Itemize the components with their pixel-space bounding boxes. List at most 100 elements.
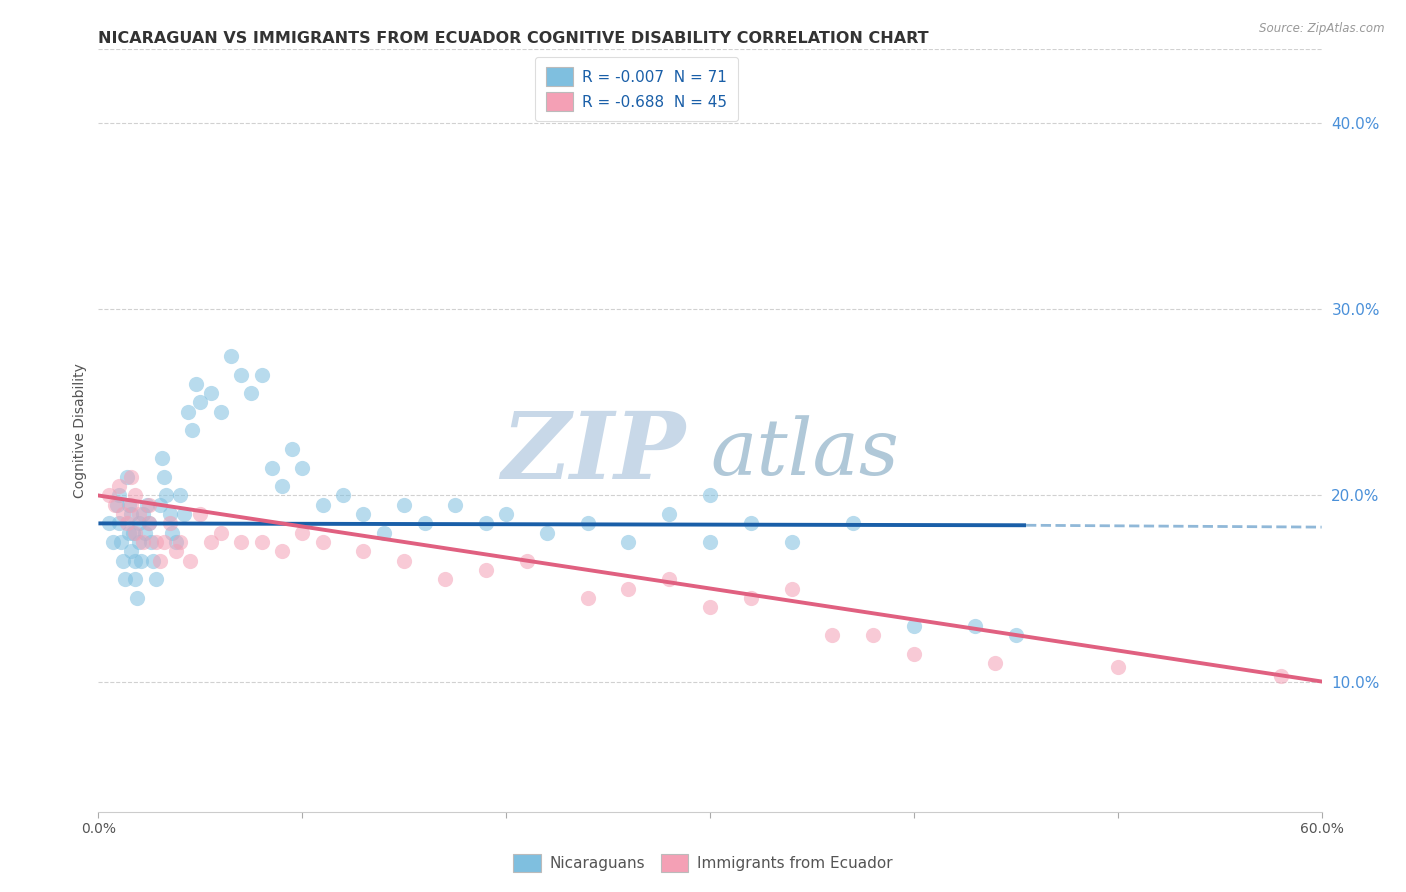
Point bbox=[141, 535, 163, 549]
Point bbox=[149, 553, 172, 567]
Point bbox=[118, 498, 141, 512]
Point bbox=[617, 535, 640, 549]
Point bbox=[291, 460, 314, 475]
Point bbox=[138, 516, 160, 531]
Point bbox=[332, 488, 354, 502]
Point bbox=[111, 507, 134, 521]
Point bbox=[188, 395, 212, 409]
Point bbox=[231, 368, 253, 382]
Text: NICARAGUAN VS IMMIGRANTS FROM ECUADOR COGNITIVE DISABILITY CORRELATION CHART: NICARAGUAN VS IMMIGRANTS FROM ECUADOR CO… bbox=[98, 31, 929, 46]
Point bbox=[120, 498, 142, 512]
Point bbox=[169, 488, 191, 502]
Point bbox=[142, 553, 165, 567]
Text: atlas: atlas bbox=[710, 415, 898, 491]
Point bbox=[352, 544, 374, 558]
Point bbox=[984, 656, 1007, 670]
Point bbox=[169, 535, 191, 549]
Text: Source: ZipAtlas.com: Source: ZipAtlas.com bbox=[1260, 22, 1385, 36]
Point bbox=[145, 572, 167, 586]
Point bbox=[129, 553, 152, 567]
Point bbox=[155, 488, 177, 502]
Point bbox=[250, 535, 273, 549]
Point bbox=[780, 582, 803, 596]
Point bbox=[136, 498, 159, 512]
Point bbox=[97, 488, 120, 502]
Point bbox=[124, 553, 146, 567]
Point bbox=[536, 525, 558, 540]
Point bbox=[281, 442, 304, 456]
Point bbox=[392, 498, 416, 512]
Point bbox=[474, 516, 498, 531]
Point bbox=[179, 553, 201, 567]
Point bbox=[200, 386, 222, 401]
Point bbox=[118, 525, 141, 540]
Point bbox=[104, 498, 127, 512]
Point bbox=[699, 535, 721, 549]
Point bbox=[821, 628, 844, 642]
Point bbox=[240, 386, 263, 401]
Point bbox=[658, 507, 681, 521]
Point bbox=[188, 507, 212, 521]
Point bbox=[124, 488, 146, 502]
Point bbox=[134, 525, 156, 540]
Point bbox=[159, 507, 181, 521]
Point bbox=[862, 628, 884, 642]
Point bbox=[132, 535, 155, 549]
Point bbox=[111, 553, 134, 567]
Point bbox=[270, 479, 294, 493]
Point bbox=[127, 591, 149, 605]
Point bbox=[145, 535, 167, 549]
Point bbox=[108, 488, 131, 502]
Point bbox=[138, 516, 160, 531]
Y-axis label: Cognitive Disability: Cognitive Disability bbox=[73, 363, 87, 498]
Point bbox=[444, 498, 467, 512]
Point bbox=[115, 516, 138, 531]
Point bbox=[124, 572, 146, 586]
Point bbox=[159, 516, 181, 531]
Point bbox=[115, 470, 138, 484]
Point bbox=[200, 535, 222, 549]
Point bbox=[260, 460, 283, 475]
Point bbox=[965, 618, 987, 632]
Point bbox=[105, 498, 128, 512]
Point bbox=[576, 591, 599, 605]
Point bbox=[352, 507, 374, 521]
Point bbox=[474, 563, 498, 577]
Legend: Nicaraguans, Immigrants from Ecuador: Nicaraguans, Immigrants from Ecuador bbox=[505, 846, 901, 880]
Point bbox=[209, 405, 232, 419]
Point bbox=[110, 535, 132, 549]
Point bbox=[903, 647, 925, 661]
Point bbox=[434, 572, 457, 586]
Point bbox=[160, 525, 183, 540]
Point bbox=[132, 507, 155, 521]
Point bbox=[699, 488, 721, 502]
Point bbox=[114, 572, 136, 586]
Point bbox=[209, 525, 232, 540]
Point bbox=[250, 368, 273, 382]
Point bbox=[1270, 669, 1292, 683]
Point bbox=[128, 516, 150, 531]
Point bbox=[173, 507, 195, 521]
Point bbox=[740, 516, 762, 531]
Point bbox=[231, 535, 253, 549]
Point bbox=[373, 525, 395, 540]
Legend: R = -0.007  N = 71, R = -0.688  N = 45: R = -0.007 N = 71, R = -0.688 N = 45 bbox=[536, 57, 738, 121]
Point bbox=[270, 544, 294, 558]
Point bbox=[291, 525, 314, 540]
Point bbox=[152, 470, 174, 484]
Point bbox=[903, 618, 925, 632]
Point bbox=[219, 349, 242, 363]
Point bbox=[516, 553, 538, 567]
Point bbox=[165, 535, 187, 549]
Point bbox=[658, 572, 681, 586]
Text: ZIP: ZIP bbox=[502, 409, 686, 499]
Point bbox=[108, 516, 131, 531]
Point bbox=[1004, 628, 1026, 642]
Point bbox=[149, 498, 172, 512]
Point bbox=[138, 498, 160, 512]
Point bbox=[617, 582, 640, 596]
Point bbox=[413, 516, 436, 531]
Point bbox=[120, 544, 142, 558]
Point bbox=[124, 525, 146, 540]
Point bbox=[181, 424, 204, 438]
